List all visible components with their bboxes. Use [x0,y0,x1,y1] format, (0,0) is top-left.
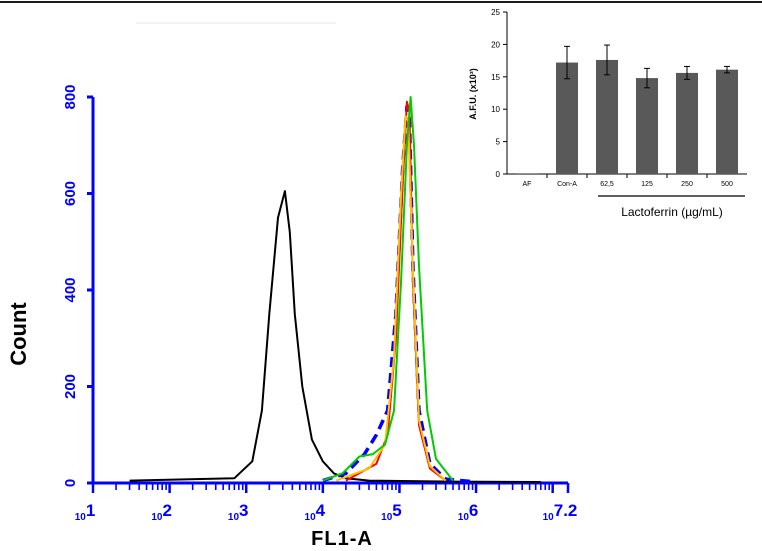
inset-bar [676,72,698,174]
inset-x-tick-label: 250 [681,181,693,188]
histogram-axes [91,97,568,485]
histogram-series-line [129,190,541,483]
inset-x-tick-label: Con-A [557,181,577,188]
x-tick-label: 104 [305,501,326,523]
y-tick-label: 200 [62,374,79,399]
y-tick-label: 600 [62,181,79,206]
inset-y-tick-label: 0 [496,170,501,179]
y-tick-label: 800 [62,84,79,109]
inset-y-tick-label: 10 [491,105,500,114]
histogram-series-line [335,115,447,482]
histogram-series [129,96,541,484]
inset-y-tick-label: 25 [491,8,500,17]
inset-y-tick-label: 20 [491,40,500,49]
y-tick-label: 0 [62,479,79,487]
inset-y-tick-label: 15 [491,73,500,82]
histogram-series-line [322,96,454,482]
inset-x-tick-label: 125 [641,181,653,188]
x-tick-label: 101 [75,501,96,523]
x-tick-label: 103 [228,501,249,523]
inset-x-tick-label: 500 [721,181,733,188]
inset-axes: 0 5 10 15 20 25 [491,8,747,179]
x-tick-label: 106 [458,501,479,523]
x-tick-label: 102 [151,501,172,523]
x-tick-label: 105 [381,501,402,523]
inset-bar [556,62,578,174]
inset-bar [516,173,538,174]
y-axis-title: Count [6,302,31,366]
inset-bar [636,78,658,174]
inset-y-axis-title: A.F.U. (x10³) [468,68,478,120]
inset-bar-chart: 0 5 10 15 20 25 AF Con-A 62,5 125 250 500 A.F.U. (… [468,8,747,219]
lactoferrin-label: Lactoferrin (µg/mL) [621,205,723,219]
histogram-series-line [345,100,447,482]
inset-x-tick-label: 62,5 [600,181,614,188]
inset-bar [716,69,738,174]
y-tick-label: 400 [62,277,79,302]
inset-y-tick-label: 5 [496,138,501,147]
inset-x-tick-label: AF [523,181,532,188]
x-tick-label: 107.2 [543,501,578,523]
inset-bar [596,59,618,175]
x-axis-title: FL1-A [311,528,373,550]
inset-bars: AF Con-A 62,5 125 250 500 [516,44,738,188]
